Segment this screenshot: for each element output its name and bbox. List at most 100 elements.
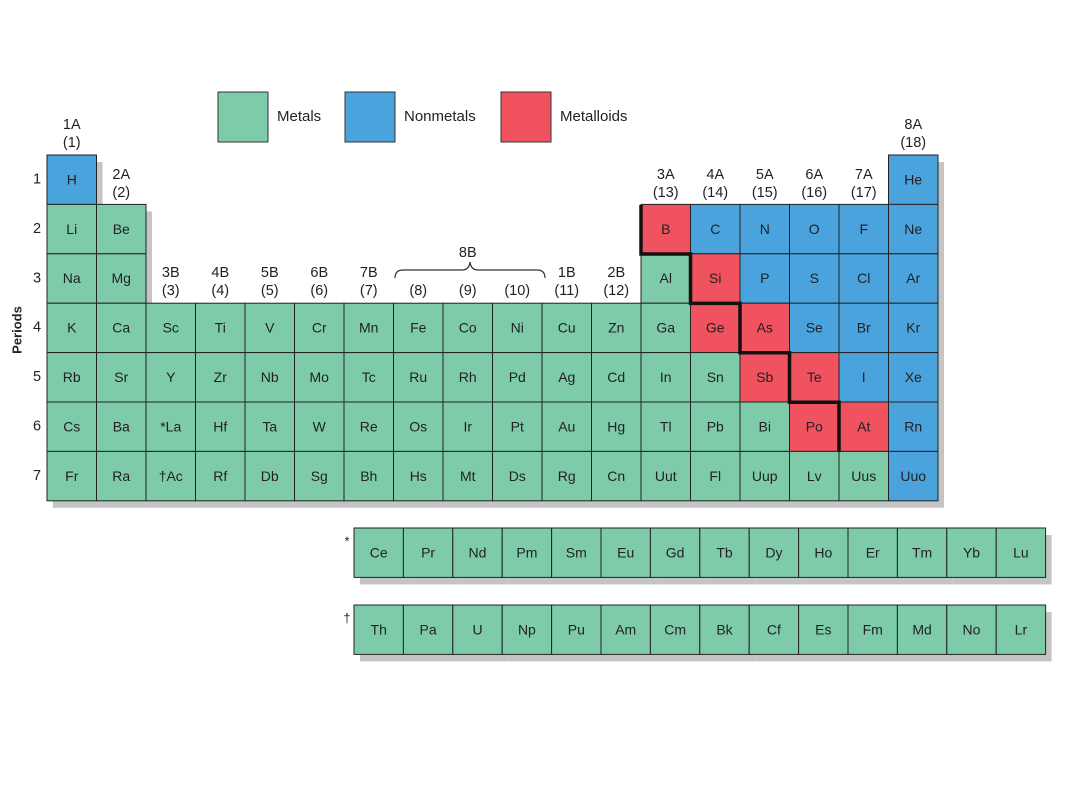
element-symbol: Am [615,621,636,637]
element-cell [789,450,840,502]
element-cell [244,450,295,502]
group-name: 3A [657,167,675,183]
element-symbol: Rh [459,369,477,385]
element-symbol: Pu [568,621,585,637]
element-symbol: As [757,320,773,336]
element-symbol: Es [815,621,831,637]
element-symbol: Se [806,320,823,336]
element-cell [343,401,394,452]
element-cell [442,352,493,403]
element-symbol: Nb [261,369,279,385]
element-cell [343,352,394,403]
element-symbol: Cu [558,320,576,336]
element-cell [600,527,651,578]
element-cell [995,604,1047,655]
group-name: 6A [805,167,823,183]
element-symbol: Ni [511,320,524,336]
group-name: 4A [706,167,724,183]
element-cell [591,401,642,452]
element-cell [402,604,454,655]
element-symbol: H [67,171,77,187]
element-symbol: Ba [113,418,130,434]
element-cell [46,203,97,255]
element-cell [838,401,889,452]
element-cell [145,352,196,403]
element-symbol: Re [360,418,378,434]
element-cell [640,401,691,452]
element-symbol: Al [660,270,672,286]
group-number: (3) [162,283,180,299]
element-cell [838,450,889,502]
element-cell [838,253,889,304]
element-symbol: Er [866,544,880,560]
element-cell [96,253,147,304]
element-symbol: B [661,221,670,237]
element-cell [640,253,691,304]
group-number: (18) [900,135,926,151]
group-number: (10) [504,283,530,299]
element-symbol: Y [166,369,176,385]
element-cell [946,604,997,655]
group-name: 8A [904,117,922,133]
element-cell [649,604,701,655]
element-symbol: Co [459,320,477,336]
element-cell [96,401,147,452]
element-symbol: Cn [607,468,625,484]
element-symbol: Ru [409,369,427,385]
periods-label: Periods [9,306,24,354]
element-cell [442,401,493,452]
element-cell [748,527,800,578]
element-cell [541,302,592,354]
element-symbol: Te [807,369,822,385]
group-name: 1A [63,117,81,133]
element-cell [294,352,345,403]
group-number: (1) [63,135,81,151]
group-name: 5B [261,265,279,281]
element-cell [995,527,1047,578]
element-symbol: At [857,418,870,434]
element-cell [442,450,493,502]
element-symbol: Pa [420,621,437,637]
group-name: 8B [459,245,477,261]
element-symbol: Na [63,270,81,286]
element-cell [343,450,394,502]
element-cell [896,527,948,578]
element-symbol: Gd [666,544,685,560]
element-cell [96,352,147,403]
element-cell [591,302,642,354]
element-symbol: Tc [362,369,376,385]
element-symbol: †Ac [159,468,183,484]
element-cell [888,401,939,452]
element-cell [492,302,543,354]
element-symbol: Lu [1013,544,1029,560]
element-symbol: Pr [421,544,435,560]
element-symbol: Cl [857,270,870,286]
element-symbol: Mt [460,468,476,484]
element-symbol: Nd [469,544,487,560]
group-name: 5A [756,167,774,183]
group-number: (11) [554,283,579,299]
legend-swatch [500,91,552,143]
element-symbol: Sr [114,369,128,385]
legend-swatch [344,91,396,143]
element-symbol: Br [857,320,871,336]
element-cell [690,253,741,304]
element-symbol: Fl [709,468,721,484]
period-number: 4 [33,320,41,336]
element-cell [798,604,849,655]
element-symbol: Pb [707,418,724,434]
element-symbol: *La [160,418,181,434]
element-cell [789,401,840,452]
element-cell [195,450,246,502]
element-cell [46,302,97,354]
element-symbol: Ta [262,418,277,434]
element-symbol: Xe [905,369,922,385]
element-cell [402,527,454,578]
element-cell [739,450,790,502]
metalloid-staircase [639,205,841,452]
element-symbol: Ca [112,320,130,336]
element-symbol: Uuo [900,468,926,484]
element-symbol: Lr [1015,621,1028,637]
element-symbol: Hg [607,418,625,434]
